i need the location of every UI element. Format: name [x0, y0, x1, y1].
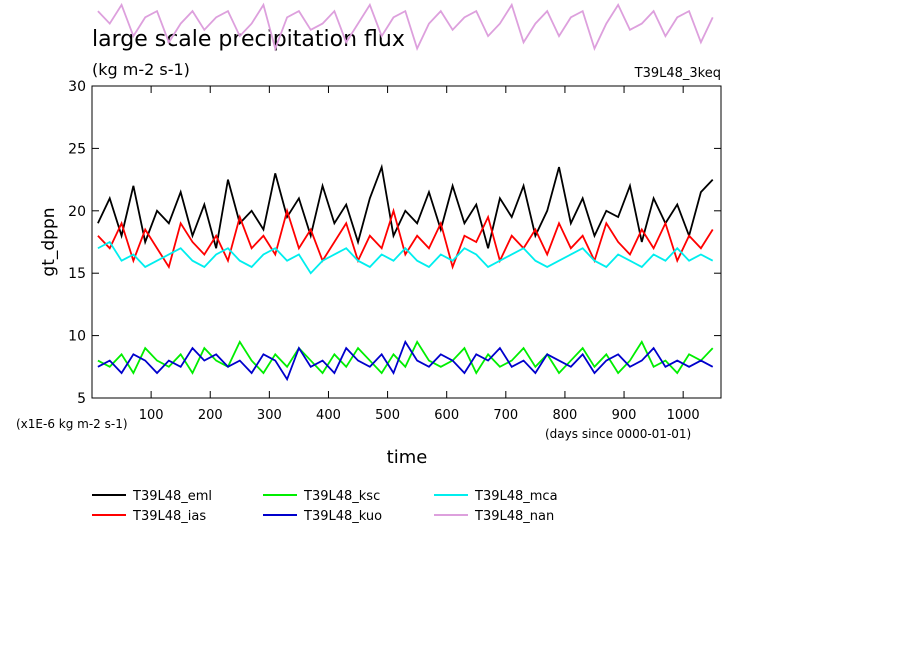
series-line — [97, 163, 714, 249]
x-tick-label: 200 — [198, 408, 223, 423]
legend-label: T39L48_mca — [474, 489, 558, 504]
plot-frame — [91, 85, 722, 399]
x-unit-note: (days since 0000-01-01) — [545, 427, 691, 441]
y-unit-note: (x1E-6 kg m-2 s-1) — [16, 417, 128, 431]
legend-label: T39L48_eml — [132, 489, 212, 504]
x-tick-label: 600 — [434, 408, 459, 423]
chart-title: large scale precipitation flux — [92, 27, 405, 52]
experiment-label: T39L48_3keq — [634, 66, 721, 81]
legend-label: T39L48_ksc — [303, 489, 380, 504]
series-line — [97, 2, 714, 52]
x-tick-label: 100 — [139, 408, 164, 423]
chart-subtitle: (kg m-2 s-1) — [92, 60, 190, 79]
y-tick-label: 20 — [68, 204, 86, 220]
legend-label: T39L48_ias — [132, 509, 206, 524]
series-line — [97, 240, 714, 275]
x-tick-label: 800 — [553, 408, 578, 423]
x-tick-label: 700 — [493, 408, 518, 423]
y-axis-label: gt_dppn — [39, 207, 59, 276]
x-tick-label: 900 — [612, 408, 637, 423]
x-axis-label: time — [387, 447, 428, 468]
legend-label: T39L48_nan — [474, 509, 554, 524]
x-tick-label: 1000 — [667, 408, 700, 423]
x-tick-label: 400 — [316, 408, 341, 423]
y-tick-label: 30 — [68, 79, 86, 95]
y-tick-label: 10 — [68, 329, 86, 345]
x-tick-label: 300 — [257, 408, 282, 423]
y-tick-label: 15 — [68, 266, 86, 282]
legend-label: T39L48_kuo — [303, 509, 382, 524]
y-tick-label: 5 — [77, 391, 86, 407]
x-tick-label: 500 — [375, 408, 400, 423]
series-line — [97, 207, 714, 270]
series-line — [97, 339, 714, 382]
y-tick-label: 25 — [68, 141, 86, 157]
